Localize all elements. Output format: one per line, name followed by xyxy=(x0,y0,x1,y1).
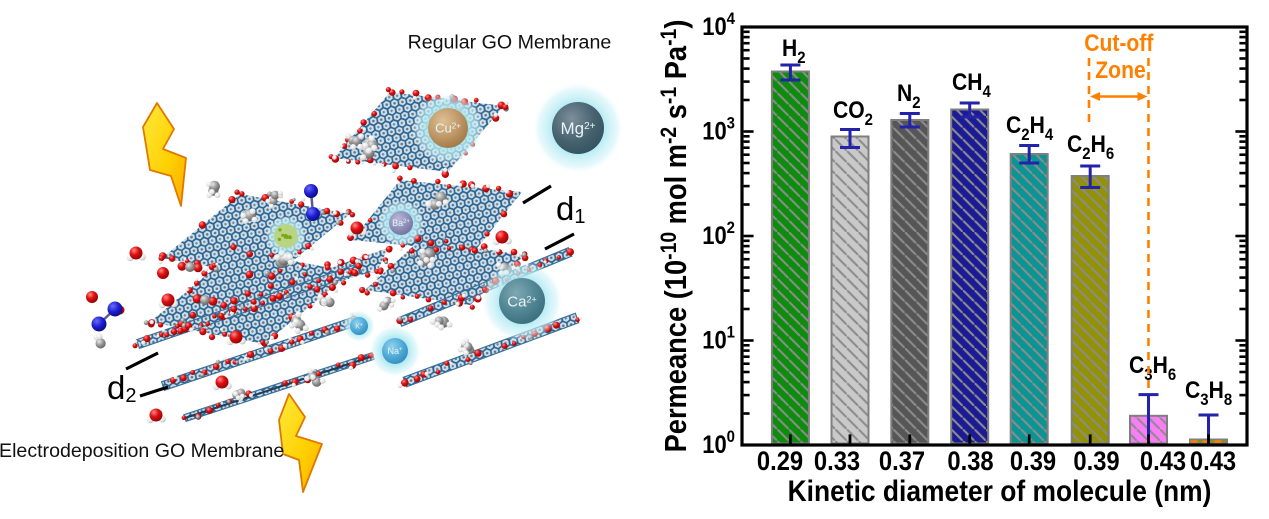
svg-text:Na+: Na+ xyxy=(387,346,403,356)
svg-text:0.37: 0.37 xyxy=(879,447,925,477)
svg-text:Electrodeposition GO Membrane: Electrodeposition GO Membrane xyxy=(0,440,284,462)
svg-text:Zone: Zone xyxy=(1095,57,1145,84)
svg-text:0.39: 0.39 xyxy=(1010,447,1056,477)
svg-text:0.33: 0.33 xyxy=(814,447,860,477)
svg-text:0.43: 0.43 xyxy=(1190,447,1236,477)
svg-text:0.38: 0.38 xyxy=(947,447,993,477)
svg-text:Ba2+: Ba2+ xyxy=(392,218,410,228)
svg-text:0.39: 0.39 xyxy=(1073,447,1119,477)
svg-text:0.29: 0.29 xyxy=(757,447,803,477)
svg-text:K+: K+ xyxy=(355,322,363,330)
svg-text:Kinetic diameter of molecule (: Kinetic diameter of molecule (nm) xyxy=(788,473,1212,507)
svg-text:Cut-off: Cut-off xyxy=(1084,30,1154,57)
svg-text:Regular GO Membrane: Regular GO Membrane xyxy=(408,32,612,54)
svg-text:101: 101 xyxy=(702,324,735,354)
svg-text:0.43: 0.43 xyxy=(1140,447,1186,477)
